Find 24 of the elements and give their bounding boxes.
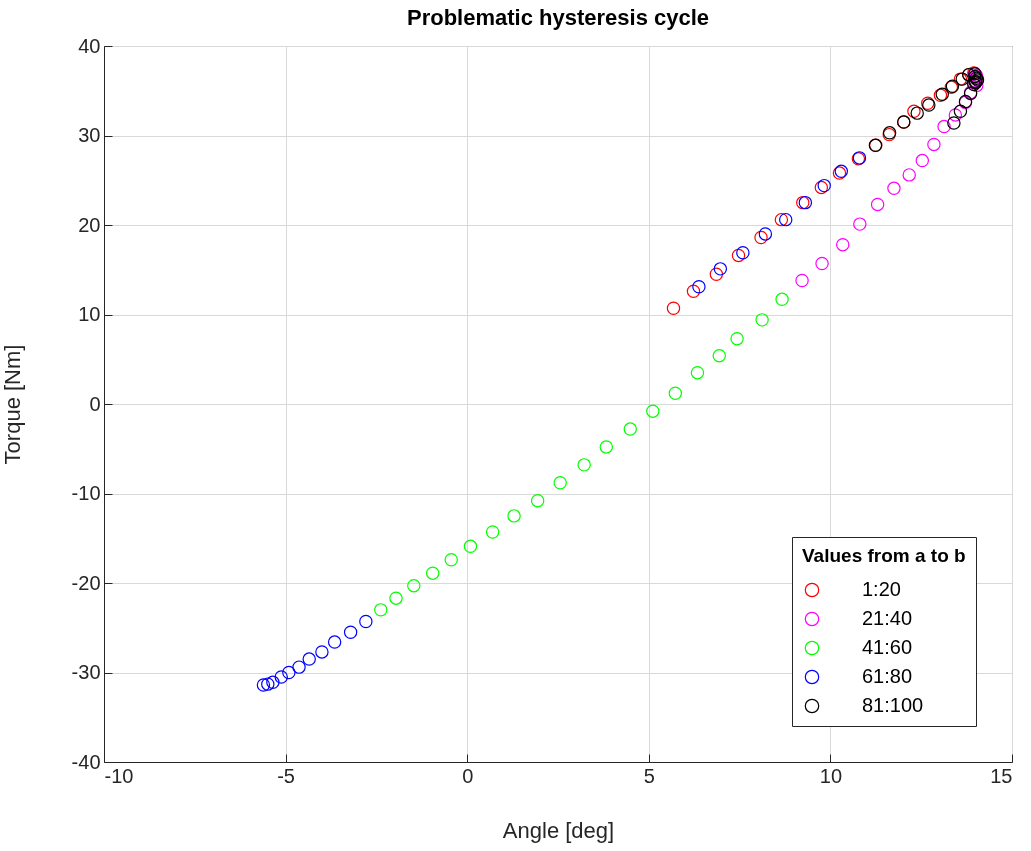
- x-tick-label: -5: [277, 764, 295, 787]
- chart-title: Problematic hysteresis cycle: [406, 5, 710, 30]
- y-tick-label: -40: [71, 750, 101, 773]
- y-tick-label: 0: [89, 392, 101, 415]
- legend-label: 21:40: [862, 607, 913, 629]
- y-tick-label: 20: [78, 213, 101, 236]
- y-tick-label: 40: [78, 34, 101, 57]
- y-tick-label: -10: [71, 482, 101, 504]
- x-axis-title: Angle [deg]: [502, 817, 615, 843]
- legend-label: 1:20: [862, 578, 901, 600]
- x-tick-label: 15: [990, 764, 1013, 787]
- legend-label: 61:80: [862, 665, 913, 687]
- x-tick-label: 0: [462, 764, 474, 787]
- legend-label: 81:100: [862, 694, 924, 716]
- x-tick-label: -10: [104, 764, 134, 787]
- x-tick-label: 10: [819, 764, 843, 787]
- y-tick-label: -20: [71, 571, 101, 594]
- y-tick-label: -30: [71, 661, 101, 683]
- y-axis-title: Torque [Nm]: [0, 344, 25, 465]
- legend-label: 41:60: [862, 636, 913, 658]
- legend-title: Values from a to b: [802, 545, 966, 566]
- y-tick-label: 30: [78, 124, 101, 146]
- y-tick-label: 10: [78, 303, 101, 325]
- x-tick-label: 5: [643, 764, 655, 787]
